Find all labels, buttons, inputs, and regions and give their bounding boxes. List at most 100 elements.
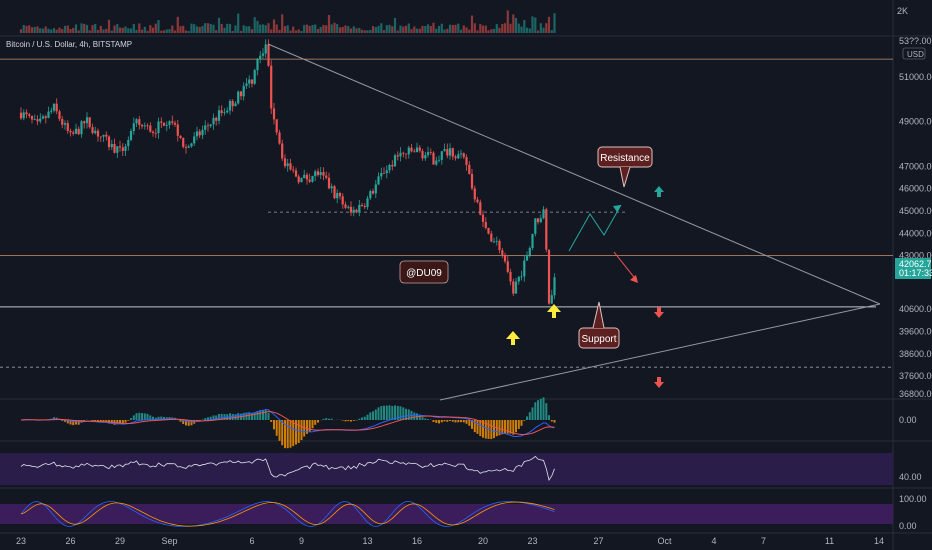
- candle-body: [58, 111, 61, 119]
- candle-body: [19, 112, 23, 119]
- candle-body: [261, 53, 265, 56]
- volume-bar: [308, 25, 311, 33]
- candle-body: [25, 112, 28, 115]
- macd-axis-label: 0.00: [899, 415, 917, 425]
- macd-histogram-bar: [91, 420, 94, 422]
- candle-body: [102, 134, 105, 137]
- macd-histogram-bar: [308, 420, 311, 432]
- macd-histogram-bar: [314, 420, 317, 425]
- price-axis[interactable]: 51000.00 49000.00 47000.00 46000.00 45000.00…: [899, 72, 932, 399]
- volume-bar: [204, 23, 207, 33]
- volume-bar: [226, 23, 229, 33]
- macd-histogram-bar: [526, 416, 528, 420]
- volume-bar: [487, 30, 490, 33]
- candle-body: [347, 206, 350, 208]
- candle-body: [173, 122, 177, 125]
- macd-histogram-bar: [380, 406, 383, 420]
- volume-bar: [404, 25, 408, 33]
- volume-bar: [503, 23, 507, 33]
- macd-histogram-bar: [542, 397, 545, 420]
- candle-body: [322, 172, 325, 176]
- volume-bar: [149, 25, 152, 33]
- macd-histogram-bar: [124, 420, 127, 423]
- time-tick-label: 29: [115, 536, 125, 546]
- author-watermark: @DU09: [399, 260, 449, 284]
- macd-histogram-bar: [506, 420, 509, 434]
- volume-bar: [179, 26, 182, 33]
- candle-body: [176, 124, 179, 136]
- macd-histogram-bar: [306, 420, 308, 434]
- candle-body: [77, 128, 80, 135]
- volume-bar: [223, 27, 226, 33]
- candle-body: [534, 218, 537, 234]
- volume-bar: [369, 30, 372, 33]
- candle-body: [404, 153, 408, 155]
- volume-bar: [198, 27, 201, 33]
- macd-histogram-bar: [72, 420, 75, 426]
- volume-bar: [41, 28, 45, 33]
- volume-bar: [545, 23, 548, 33]
- volume-bar: [140, 29, 144, 33]
- volume-bar: [341, 26, 344, 33]
- candle-body: [355, 209, 358, 213]
- macd-histogram-bar: [220, 413, 223, 420]
- candle-body: [451, 148, 454, 157]
- candle-body: [503, 254, 507, 262]
- candle-body: [492, 241, 496, 243]
- currency-badge[interactable]: USD: [902, 47, 926, 60]
- resistance-callout[interactable]: Resistance: [597, 146, 653, 188]
- volume-bar: [55, 29, 58, 33]
- macd-histogram-bar: [424, 418, 427, 420]
- volume-bar: [245, 26, 248, 33]
- macd-histogram-bar: [303, 420, 306, 437]
- support-callout[interactable]: Support: [578, 301, 620, 349]
- volume-bar: [171, 25, 174, 33]
- candle-body: [473, 188, 476, 200]
- candle-body: [30, 115, 34, 120]
- down-arrow-icon: [654, 377, 664, 388]
- up-arrow-icon: [654, 186, 664, 197]
- macd-histogram-bar: [325, 418, 328, 420]
- ascending-trendline[interactable]: [439, 303, 881, 401]
- volume-bar: [506, 10, 509, 33]
- candle-body: [531, 233, 534, 248]
- macd-histogram-bar: [523, 420, 526, 421]
- descending-trendline[interactable]: [267, 43, 881, 305]
- rsi-pane: [20, 455, 555, 481]
- candle-body: [514, 281, 518, 294]
- candle-body: [517, 276, 520, 282]
- candle-body: [457, 154, 460, 159]
- candle-body: [168, 121, 171, 125]
- candle-body: [294, 170, 298, 177]
- macd-histogram-bar: [132, 415, 135, 420]
- volume-bar: [327, 15, 331, 33]
- candle-body: [118, 146, 122, 148]
- macd-histogram-bar: [322, 418, 325, 420]
- macd-histogram-bar: [550, 420, 553, 422]
- volume-bar: [316, 29, 320, 33]
- volume-bar: [330, 24, 333, 33]
- volume-bar: [228, 24, 232, 33]
- macd-histogram-bar: [372, 411, 374, 420]
- macd-histogram-bar: [253, 412, 256, 420]
- volume-bar: [58, 27, 61, 33]
- volume-bar: [388, 24, 391, 33]
- candle-body: [217, 110, 221, 121]
- candle-body: [264, 44, 267, 54]
- stoch-k-line: [20, 501, 555, 527]
- candle-body: [396, 155, 399, 157]
- candle-body: [267, 44, 270, 66]
- candle-body: [476, 199, 479, 203]
- macd-histogram-bar: [278, 420, 281, 441]
- macd-histogram-bar: [66, 420, 69, 424]
- volume-bar: [281, 14, 284, 34]
- candle-body: [292, 169, 295, 171]
- candle-body: [135, 119, 138, 124]
- time-axis[interactable]: 23 26 29 Sep 6 9 13 16 20 23 27 Oct 4 7 11 14: [16, 536, 884, 546]
- volume-bar: [531, 16, 534, 33]
- macd-histogram-bar: [116, 420, 119, 425]
- volume-bar: [74, 24, 78, 33]
- volume-bars: [19, 10, 556, 34]
- volume-bar: [44, 26, 47, 33]
